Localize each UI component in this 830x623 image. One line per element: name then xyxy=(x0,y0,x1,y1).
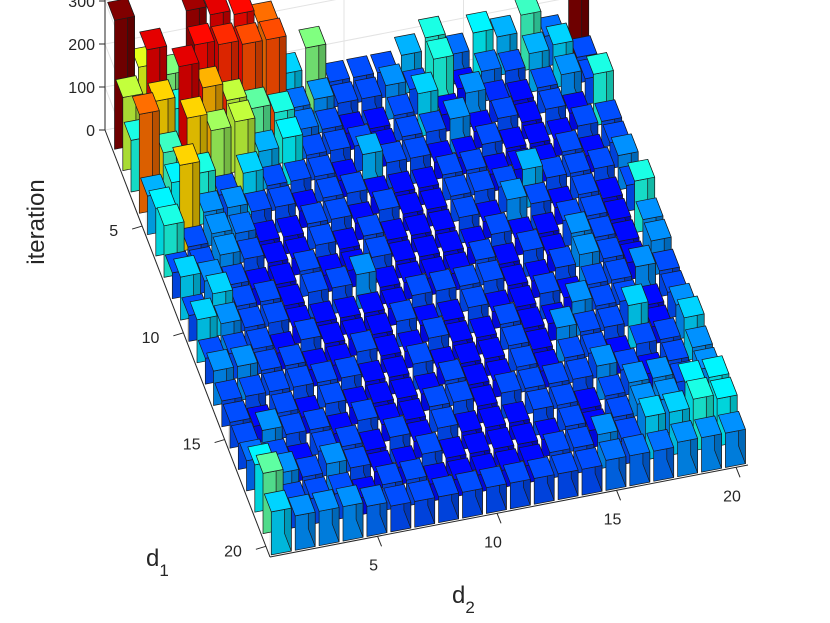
bar-d1-20-d2-17 xyxy=(646,429,675,482)
x-tick xyxy=(496,513,502,524)
y-tick-label: 5 xyxy=(109,223,118,240)
x-tick xyxy=(735,467,741,478)
x-tick-label: 5 xyxy=(369,557,378,574)
bars xyxy=(107,0,746,556)
z-tick-label: 0 xyxy=(86,123,95,140)
z-axis-label: iteration xyxy=(23,179,50,264)
x-tick-label: 15 xyxy=(604,511,622,528)
y-tick-label: 15 xyxy=(183,437,201,454)
y-tick xyxy=(255,545,267,550)
bar-d1-20-d2-11 xyxy=(502,460,531,510)
bar-d1-20-d2-10 xyxy=(479,465,507,514)
y-axis-label-main: d xyxy=(146,545,159,572)
x-tick xyxy=(616,490,622,501)
bar-d1-20-d2-19 xyxy=(694,415,722,473)
y-tick xyxy=(131,225,143,230)
x-tick-label: 10 xyxy=(484,534,502,551)
x-axis-label-sub: 2 xyxy=(465,598,474,617)
bar-d1-20-d2-9 xyxy=(455,470,483,519)
x-tick-label: 20 xyxy=(723,488,741,505)
bar-d1-20-d2-16 xyxy=(622,433,651,487)
bar-d1-20-d2-8 xyxy=(431,474,459,524)
y-tick-label: 20 xyxy=(224,543,242,560)
z-tick-label: 200 xyxy=(68,37,95,54)
y-axis-line xyxy=(104,129,271,558)
bar-d1-20-d2-14 xyxy=(574,447,603,496)
bar-d1-20-d2-6 xyxy=(383,483,412,533)
y-axis-label: d1 xyxy=(146,545,169,580)
z-tick-label: 300 xyxy=(68,0,95,11)
x-axis-line xyxy=(269,464,749,558)
bar-d1-20-d2-5 xyxy=(359,484,388,537)
y-tick xyxy=(173,332,184,337)
x-axis-label: d2 xyxy=(452,582,475,617)
bar-d1-20-d2-1 xyxy=(263,489,292,556)
bar-d1-20-d2-4 xyxy=(335,484,364,542)
y-tick xyxy=(214,439,225,444)
grid-line xyxy=(104,0,337,45)
bar-d1-20-d2-7 xyxy=(407,479,436,528)
bar-d1-20-d2-20 xyxy=(718,410,746,468)
z-tick-label: 100 xyxy=(68,80,95,97)
bar-d1-18-d2-4 xyxy=(319,441,347,499)
bar-d1-20-d2-3 xyxy=(311,489,340,547)
bar-d1-20-d2-12 xyxy=(526,456,555,505)
bar-d1-20-d2-13 xyxy=(550,451,579,501)
bar-d1-20-d2-2 xyxy=(287,493,316,551)
y-tick-label: 10 xyxy=(142,330,160,347)
bar-d1-20-d2-18 xyxy=(670,420,698,478)
x-tick xyxy=(377,536,383,547)
x-axis-label-main: d xyxy=(452,582,465,609)
y-axis-label-sub: 1 xyxy=(159,561,168,580)
bar-d1-20-d2-15 xyxy=(598,438,627,491)
